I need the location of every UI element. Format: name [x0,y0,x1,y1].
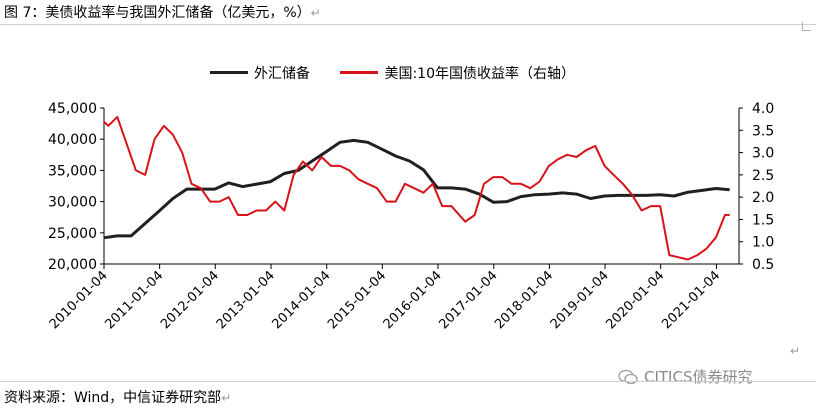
right-axis-tick-label: 3.5 [752,123,774,139]
legend-swatch-yield [340,71,379,74]
x-axis-tick-label: 2010-01-04 [47,268,111,332]
margin-corner-mark [802,22,811,31]
left-axis-tick-label: 40,000 [48,132,97,148]
caption-paragraph-mark: ↵ [310,6,321,20]
x-axis-tick-label: 2016-01-04 [381,268,445,332]
right-axis-tick-label: 1.5 [752,212,774,228]
caption-rule [0,24,816,25]
x-axis-tick-label: 2015-01-04 [325,268,389,332]
left-axis-tick-label: 30,000 [48,195,97,211]
legend-item-yield: 美国:10年国债收益率（右轴） [340,63,575,83]
figure-caption: 图 7：美债收益率与我国外汇储备（亿美元，%）↵ [4,2,321,22]
source-note: 资料来源：Wind，中信证券研究部↵ [4,387,231,407]
watermark-text: CITICS债券研究 [644,368,753,386]
source-rule [0,381,816,382]
right-axis-tick-label: 0.5 [752,257,774,273]
x-axis-tick-label: 2012-01-04 [158,268,222,332]
legend-item-reserve: 外汇储备 [210,63,310,83]
right-axis-tick-label: 2.5 [752,168,774,184]
right-axis-tick-label: 4.0 [752,101,774,117]
left-axis-tick-label: 45,000 [48,101,97,117]
x-axis-tick-label: 2014-01-04 [269,268,333,332]
chart-legend: 外汇储备 美国:10年国债收益率（右轴） [210,62,601,83]
line-chart: 20,000 25,000 30,000 35,000 40,000 45,000 0.5 1… [47,101,774,332]
caption-text: 图 7：美债收益率与我国外汇储备（亿美元，%） [4,5,311,21]
right-axis-tick-label: 2.0 [752,190,774,206]
legend-swatch-reserve [210,71,248,74]
x-axis-tick-label: 2013-01-04 [214,268,278,332]
legend-label-yield: 美国:10年国债收益率（右轴） [384,65,575,82]
x-axis-tick-label: 2018-01-04 [492,268,556,332]
right-axis-tick-label: 1.0 [752,235,774,251]
legend-label-reserve: 外汇储备 [254,65,310,82]
series-line-yield [102,115,730,261]
left-axis-tick-label: 20,000 [48,257,97,273]
x-axis-tick-label: 2017-01-04 [437,268,501,332]
watermark: CITICS债券研究 [618,366,752,387]
wechat-icon [618,369,638,384]
x-axis-tick-label: 2020-01-04 [603,268,667,332]
x-axis-tick-label: 2011-01-04 [102,268,166,332]
x-axis-tick-label: 2021-01-04 [659,268,723,332]
paragraph-mark: ↵ [790,344,801,358]
right-axis-tick-label: 3.0 [752,146,774,162]
left-axis-tick-label: 35,000 [48,163,97,179]
source-paragraph-mark: ↵ [221,391,232,405]
left-axis-tick-label: 25,000 [48,226,97,242]
series-line-reserve [103,138,730,240]
source-text: 资料来源：Wind，中信证券研究部 [4,390,222,406]
x-axis-tick-label: 2019-01-04 [548,268,612,332]
